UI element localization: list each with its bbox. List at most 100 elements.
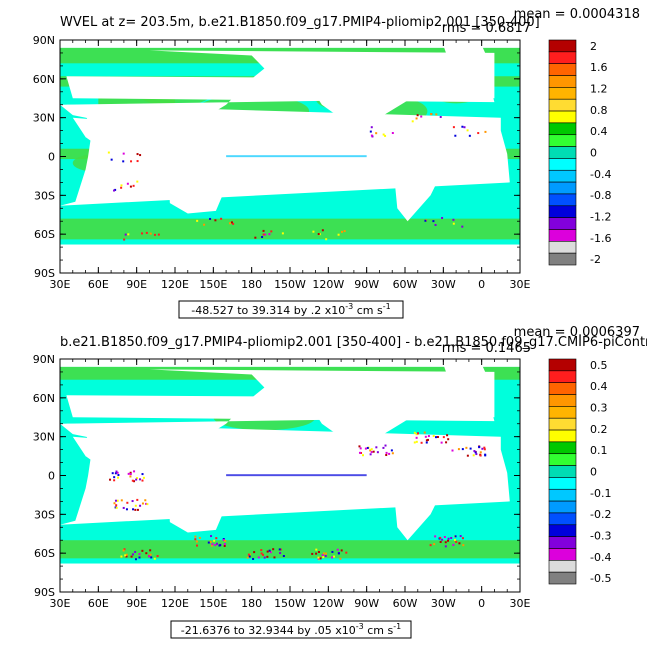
colorbar-swatch xyxy=(548,110,577,124)
x-tick-label: 150E xyxy=(199,597,227,610)
colorbar-swatch xyxy=(548,39,577,53)
colorbar-swatch xyxy=(548,382,577,395)
colorbar-swatch xyxy=(548,406,577,419)
colorbar-swatch xyxy=(548,134,577,147)
x-tick-label: 30E xyxy=(510,278,531,291)
panel-1-axes: 30E 60E 90E 120E 150E 180 150W 120W 90W 60W 30W 0 30… xyxy=(33,34,531,291)
colorbar-swatch xyxy=(548,169,577,183)
colorbar-label: 2 xyxy=(590,40,597,53)
colorbar-swatch xyxy=(548,465,577,478)
x-tick-label: 0 xyxy=(478,278,485,291)
x-tick-label: 30W xyxy=(431,597,456,610)
colorbar-label: 0 xyxy=(590,466,597,479)
y-tick-label: 90N xyxy=(33,34,55,47)
panel-1-range-box xyxy=(178,300,404,319)
x-tick-label: 150E xyxy=(199,278,227,291)
panel-1-rms: rms = 0.6817 xyxy=(442,21,531,36)
x-tick-label: 120W xyxy=(312,597,344,610)
colorbar-swatch xyxy=(548,477,577,490)
y-tick-label: 30N xyxy=(33,112,55,125)
colorbar-swatch xyxy=(548,358,577,372)
panel-2-rms: rms = 0.1465 xyxy=(442,341,531,356)
colorbar-swatch xyxy=(548,441,577,455)
panel-2-range-box xyxy=(170,620,412,639)
colorbar-label: 0 xyxy=(590,147,597,160)
y-tick-label: 0 xyxy=(48,151,55,164)
x-tick-label: 30E xyxy=(50,597,71,610)
colorbar-swatch xyxy=(548,205,577,218)
colorbar-swatch xyxy=(548,158,577,171)
colorbar-swatch xyxy=(548,181,577,195)
x-tick-label: 90W xyxy=(354,278,379,291)
colorbar-label: 0.4 xyxy=(590,380,608,393)
x-tick-label: 150W xyxy=(274,597,306,610)
colorbar-swatch xyxy=(548,500,577,514)
x-tick-label: 30E xyxy=(50,278,71,291)
y-tick-label: 60S xyxy=(34,547,55,560)
colorbar-label: 0.4 xyxy=(590,125,608,138)
x-tick-label: 60E xyxy=(88,278,109,291)
x-tick-label: 30W xyxy=(431,278,456,291)
colorbar-swatch xyxy=(548,252,577,266)
x-tick-label: 90W xyxy=(354,597,379,610)
colorbar-swatch xyxy=(548,63,577,76)
panel-1-colorbar: 2 1.6 1.2 0.8 0.4 0 -0.4 -0.8 -1.2 -1.6 -2 xyxy=(548,39,611,266)
colorbar-swatch xyxy=(548,370,577,383)
panel-2-title: b.e21.B1850.f09_g17.PMIP4-pliomip2.001 [… xyxy=(60,335,647,350)
colorbar-label: -1.6 xyxy=(590,232,611,245)
colorbar-label: -0.1 xyxy=(590,487,611,500)
y-tick-label: 30N xyxy=(33,431,55,444)
x-tick-label: 120E xyxy=(161,597,189,610)
colorbar-swatch xyxy=(548,524,577,537)
x-tick-label: 180 xyxy=(241,597,262,610)
x-tick-label: 120E xyxy=(161,278,189,291)
colorbar-swatch xyxy=(548,548,577,561)
colorbar-label: -0.4 xyxy=(590,168,611,181)
x-tick-label: 90E xyxy=(126,597,147,610)
panel-2-mean: mean = 0.0006397 xyxy=(514,325,640,340)
y-tick-label: 60N xyxy=(33,392,55,405)
y-tick-label: 60N xyxy=(33,73,55,86)
panel-2-range-label: -21.6376 to 32.9344 by .05 x10-3 cm s-1 xyxy=(181,622,401,637)
panel-2: b.e21.B1850.f09_g17.PMIP4-pliomip2.001 [… xyxy=(33,325,647,639)
x-tick-label: 60E xyxy=(88,597,109,610)
y-tick-label: 60S xyxy=(34,228,55,241)
y-tick-label: 30S xyxy=(34,508,55,521)
panel-1: WVEL at z= 203.5m, b.e21.B1850.f09_g17.P… xyxy=(33,7,640,319)
y-tick-label: 0 xyxy=(48,470,55,483)
colorbar-swatch xyxy=(548,512,577,526)
y-tick-label: 90S xyxy=(34,586,55,599)
colorbar-swatch xyxy=(548,429,577,443)
x-tick-label: 0 xyxy=(478,597,485,610)
y-tick-label: 90N xyxy=(33,353,55,366)
colorbar-swatch xyxy=(548,560,577,573)
colorbar-swatch xyxy=(548,241,577,254)
colorbar-swatch xyxy=(548,98,577,112)
colorbar-label: 1.6 xyxy=(590,61,608,74)
colorbar-swatch xyxy=(548,229,577,242)
colorbar-label: 1.2 xyxy=(590,83,608,96)
colorbar-swatch xyxy=(548,417,577,431)
colorbar-swatch xyxy=(548,453,577,466)
colorbar-label: 0.8 xyxy=(590,104,608,117)
x-tick-label: 180 xyxy=(241,278,262,291)
colorbar-label: -0.2 xyxy=(590,508,611,521)
panel-1-range-label: -48.527 to 39.314 by .2 x10-3 cm s-1 xyxy=(191,302,390,317)
x-tick-label: 150W xyxy=(274,278,306,291)
colorbar-label: 0.3 xyxy=(590,402,608,415)
colorbar-label: -0.3 xyxy=(590,529,611,542)
colorbar-swatch xyxy=(548,488,577,502)
colorbar-swatch xyxy=(548,571,577,585)
colorbar-swatch xyxy=(548,87,577,100)
colorbar-swatch xyxy=(548,394,577,407)
colorbar-swatch xyxy=(548,51,577,64)
colorbar-swatch xyxy=(548,75,577,88)
y-tick-label: 90S xyxy=(34,267,55,280)
panel-2-map xyxy=(60,359,520,592)
colorbar-swatch xyxy=(548,122,577,136)
panel-2-axes: 30E 60E 90E 120E 150E 180 150W 120W 90W 60W 30W 0 30… xyxy=(33,353,531,610)
y-tick-label: 30S xyxy=(34,189,55,202)
colorbar-label: -2 xyxy=(590,253,601,266)
colorbar-label: -0.5 xyxy=(590,572,611,585)
